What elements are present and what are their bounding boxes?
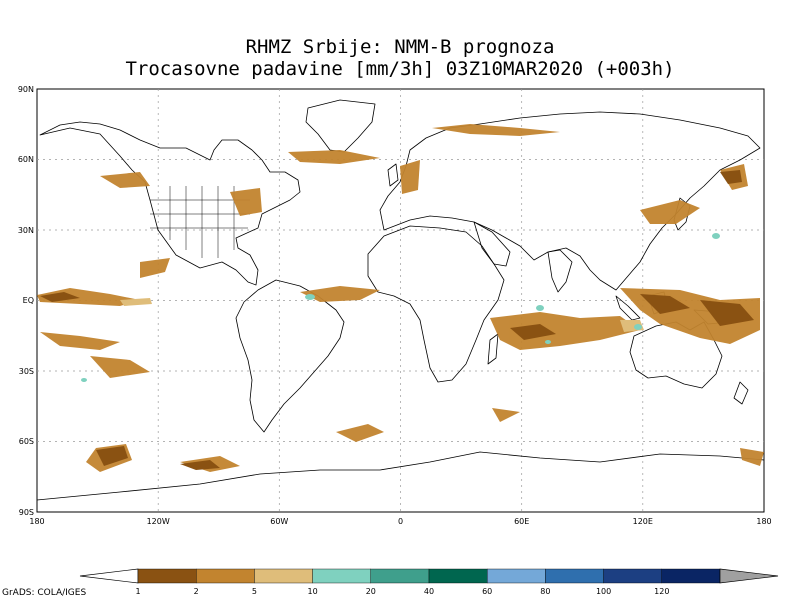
north-america-outline bbox=[39, 121, 301, 286]
credit-text: GrADS: COLA/IGES bbox=[2, 588, 87, 598]
colorbar: 1 2 5 10 20 40 60 80 100 120 bbox=[79, 568, 779, 596]
colorbar-swatch bbox=[312, 568, 372, 584]
colorbar-swatch bbox=[545, 568, 604, 584]
africa-outline bbox=[367, 225, 505, 383]
new-zealand-outline bbox=[733, 381, 749, 405]
longitude-labels: 180 120W 60W 0 60E 120E 180 bbox=[29, 517, 771, 526]
lon-label: 120E bbox=[633, 517, 653, 526]
greenland-outline bbox=[305, 99, 376, 153]
colorbar-swatch bbox=[487, 568, 546, 584]
colorbar-level-label: 120 bbox=[654, 587, 669, 596]
colorbar-over-triangle bbox=[719, 568, 779, 584]
lat-label: 60N bbox=[18, 155, 34, 164]
colorbar-level-label: 20 bbox=[366, 587, 376, 596]
colorbar-under-triangle bbox=[79, 568, 139, 584]
lat-label: 60S bbox=[19, 437, 34, 446]
colorbar-level-label: 1 bbox=[135, 587, 140, 596]
lon-label: 0 bbox=[398, 517, 403, 526]
map-title-line-1: RHMZ Srbije: NMM-B prognoza bbox=[245, 36, 555, 58]
india-outline bbox=[547, 249, 573, 293]
colorbar-swatch bbox=[370, 568, 430, 584]
colorbar-swatch bbox=[137, 568, 197, 584]
colorbar-swatch bbox=[195, 568, 255, 584]
us-state-borders bbox=[150, 186, 250, 258]
sumatra-outline bbox=[615, 295, 641, 321]
uk-outline bbox=[387, 163, 399, 187]
lon-label: 180 bbox=[756, 517, 771, 526]
lon-label: 60E bbox=[514, 517, 529, 526]
lon-label: 180 bbox=[29, 517, 44, 526]
colorbar-level-label: 10 bbox=[308, 587, 318, 596]
colorbar-level-label: 2 bbox=[194, 587, 199, 596]
map-title-line-2: Trocasovne padavine [mm/3h] 03Z10MAR2020… bbox=[125, 58, 675, 80]
latitude-labels: 90N 60N 30N EQ 30S 60S 90S bbox=[18, 85, 34, 517]
antarctica-outline bbox=[36, 451, 765, 501]
colorbar-swatch bbox=[254, 568, 313, 584]
lat-label: 30S bbox=[19, 367, 34, 376]
lon-label: 120W bbox=[147, 517, 170, 526]
arabia-outline bbox=[473, 221, 511, 267]
lat-label: 90N bbox=[18, 85, 34, 94]
colorbar-level-label: 60 bbox=[482, 587, 492, 596]
colorbar-level-label: 100 bbox=[596, 587, 611, 596]
lat-label: EQ bbox=[23, 296, 34, 305]
madagascar-outline bbox=[487, 333, 499, 365]
colorbar-swatch bbox=[603, 568, 662, 584]
colorbar-level-label: 40 bbox=[424, 587, 434, 596]
colorbar-swatch bbox=[428, 568, 488, 584]
lat-label: 30N bbox=[18, 226, 34, 235]
colorbar-level-label: 80 bbox=[540, 587, 550, 596]
colorbar-swatch bbox=[661, 568, 721, 584]
precipitation-areas bbox=[37, 124, 764, 472]
eurasia-outline bbox=[379, 111, 761, 291]
colorbar-level-label: 5 bbox=[252, 587, 257, 596]
lat-label: 90S bbox=[19, 508, 34, 517]
lon-label: 60W bbox=[270, 517, 288, 526]
